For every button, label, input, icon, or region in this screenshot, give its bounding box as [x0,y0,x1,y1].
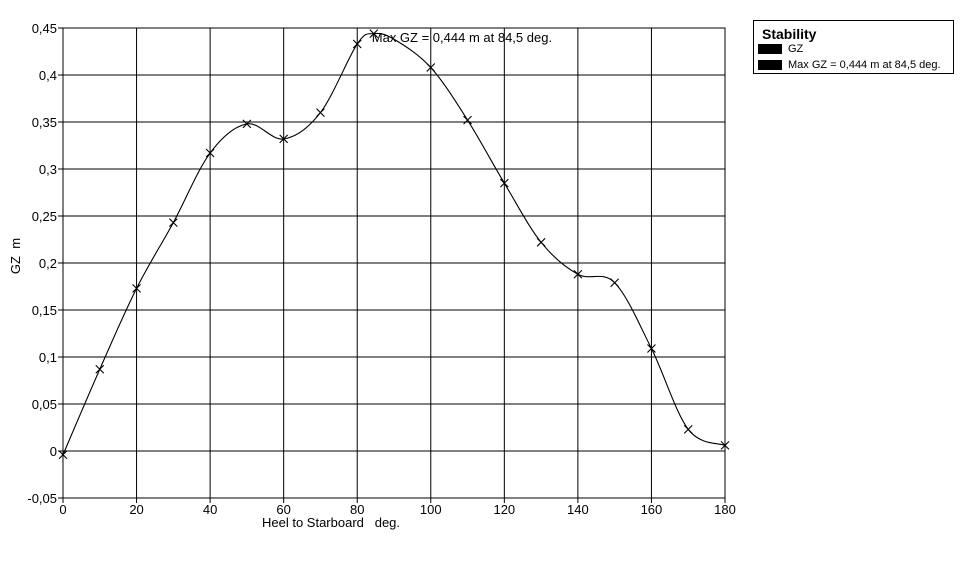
y-tick-label: 0 [50,444,57,459]
data-marker [168,218,178,227]
y-tick-label: 0,3 [39,162,57,177]
gz-curve-line [62,32,726,455]
x-tick-label: 0 [59,502,66,517]
legend: Stability GZ Max GZ = 0,444 m at 84,5 de… [753,20,954,74]
data-marker [95,364,105,374]
x-tick-label: 40 [203,502,217,517]
gz-data-markers [58,29,730,460]
legend-entry-gz: GZ [758,43,803,55]
x-tick-label: 160 [641,502,663,517]
y-tick-label: 0,45 [32,21,57,36]
data-marker [463,115,472,125]
legend-label: GZ [788,43,804,55]
legend-label: Max GZ = 0,444 m at 84,5 deg. [788,59,941,71]
y-tick-label: 0,25 [32,209,57,224]
data-marker [279,134,289,144]
x-tick-label: 120 [493,502,515,517]
data-marker [316,108,325,117]
x-tick-label: 20 [129,502,143,517]
data-marker [426,63,436,72]
legend-title: Stability [762,26,817,42]
data-marker [205,148,215,158]
y-axis-ticks: 0,45 0,4 0,35 0,3 0,25 0,2 0,15 0,1 0,05 0 -0,05 [27,21,63,506]
data-marker [573,269,583,279]
legend-swatch [758,60,782,70]
y-tick-label: 0,05 [32,397,57,412]
x-tick-label: 100 [420,502,442,517]
y-tick-label: 0,15 [32,303,57,318]
y-tick-label: -0,05 [27,491,57,506]
data-marker [610,278,620,288]
data-marker [683,424,693,434]
y-tick-label: 0,4 [39,68,57,83]
data-marker [647,344,656,353]
x-axis-ticks: 0 20 40 60 80 100 120 140 160 180 [59,498,736,517]
x-tick-label: 80 [350,502,364,517]
x-tick-label: 60 [276,502,290,517]
grid [62,27,726,499]
y-axis-label: GZ m [8,238,23,274]
data-marker [352,39,362,49]
x-tick-label: 140 [567,502,589,517]
legend-swatch [758,44,782,54]
data-marker [369,29,379,39]
data-marker [58,450,68,460]
data-marker [242,119,252,129]
data-marker [720,440,730,450]
max-gz-annotation: Max GZ = 0,444 m at 84,5 deg. [372,30,552,45]
data-marker [536,237,546,247]
y-tick-label: 0,2 [39,256,57,271]
x-axis-label: Heel to Starboard deg. [262,515,400,530]
data-marker [499,178,509,188]
x-tick-label: 180 [714,502,736,517]
data-marker [132,283,141,293]
y-tick-label: 0,35 [32,115,57,130]
legend-entry-max-gz: Max GZ = 0,444 m at 84,5 deg. [758,59,941,71]
y-tick-label: 0,1 [39,350,57,365]
